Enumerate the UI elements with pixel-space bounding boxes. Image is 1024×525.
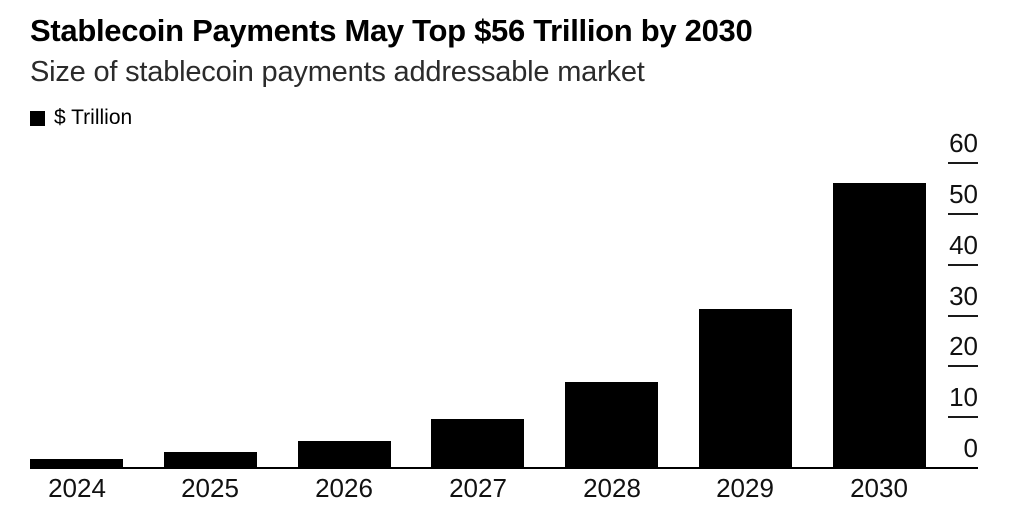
y-tick-30 [948, 315, 978, 317]
bar-2029 [699, 309, 792, 468]
legend-label: $ Trillion [54, 106, 133, 129]
y-axis-label-0: 0 [963, 433, 978, 463]
bar-2027 [431, 419, 524, 468]
y-axis-label-60: 60 [949, 128, 978, 158]
y-axis-label-40: 40 [949, 230, 978, 260]
y-tick-50 [948, 213, 978, 215]
chart-title: Stablecoin Payments May Top $56 Trillion… [30, 13, 753, 48]
chart-subtitle: Size of stablecoin payments addressable … [30, 56, 645, 88]
chart-legend: $ Trillion [30, 106, 132, 130]
bar-2028 [565, 382, 658, 468]
bar-2024 [30, 459, 123, 468]
y-tick-10 [948, 416, 978, 418]
bar-2030 [833, 183, 926, 468]
x-axis-label-2026: 2026 [315, 473, 373, 503]
y-tick-20 [948, 365, 978, 367]
y-axis-label-30: 30 [949, 281, 978, 311]
y-tick-40 [948, 264, 978, 266]
x-axis-label-2025: 2025 [181, 473, 239, 503]
x-axis-label-2030: 2030 [850, 473, 908, 503]
x-axis-label-2028: 2028 [583, 473, 641, 503]
bar-2025 [164, 452, 257, 468]
y-axis-label-20: 20 [949, 331, 978, 361]
y-axis-label-50: 50 [949, 179, 978, 209]
x-axis-label-2024: 2024 [48, 473, 106, 503]
x-axis-label-2029: 2029 [716, 473, 774, 503]
x-axis-label-2027: 2027 [449, 473, 507, 503]
y-axis-label-10: 10 [949, 382, 978, 412]
legend-square-icon [30, 110, 45, 126]
y-tick-60 [948, 162, 978, 164]
x-axis-line [30, 467, 978, 469]
bar-2026 [298, 441, 391, 468]
